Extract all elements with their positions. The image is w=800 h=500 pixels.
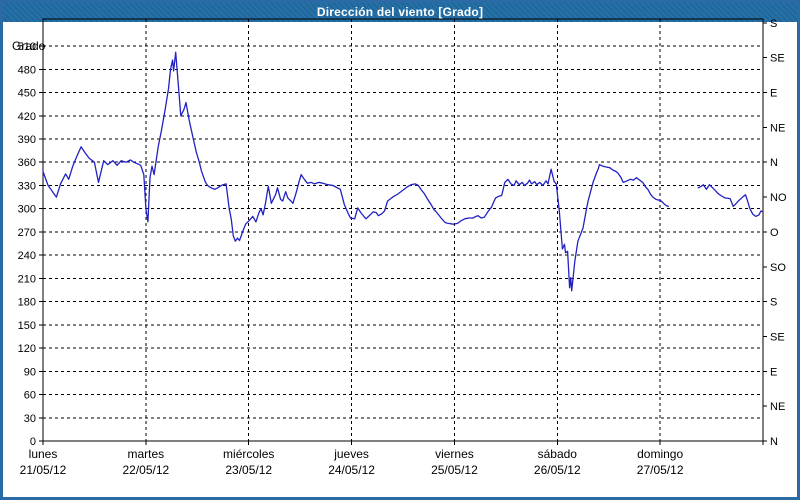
x-axis-date-label: 24/05/12 bbox=[328, 463, 375, 477]
x-axis-day-label: martes bbox=[128, 447, 165, 461]
y-axis-tick-label: 480 bbox=[18, 64, 36, 76]
compass-tick-label: NE bbox=[770, 122, 785, 134]
y-axis-tick-label: 240 bbox=[18, 250, 36, 262]
wind-direction-chart: 0 30 60 90 120 150 180 210 240 270 300 330 360 390 420… bbox=[18, 18, 787, 477]
y-axis-tick-label: 180 bbox=[18, 297, 36, 309]
compass-tick-label: S bbox=[770, 297, 777, 309]
x-axis-date-label: 25/05/12 bbox=[431, 463, 478, 477]
compass-tick-label: SO bbox=[770, 262, 786, 274]
compass-tick-label: N bbox=[770, 436, 778, 448]
y-axis-tick-label: 360 bbox=[18, 157, 36, 169]
y-axis-tick-label: 210 bbox=[18, 273, 36, 285]
plot-border bbox=[42, 18, 764, 442]
compass-tick-label: E bbox=[770, 88, 777, 100]
compass-tick-label: N bbox=[770, 157, 778, 169]
compass-tick-label: E bbox=[770, 366, 777, 378]
y-axis-tick-label: 390 bbox=[18, 134, 36, 146]
title-bar: Dirección del viento [Grado] bbox=[3, 3, 797, 22]
y-axis-tick-label: 420 bbox=[18, 111, 36, 123]
x-axis-day-label: lunes bbox=[29, 447, 58, 461]
compass-tick-label: SE bbox=[770, 331, 785, 343]
x-axis-day-label: miércoles bbox=[223, 447, 274, 461]
y-axis-tick-label: 0 bbox=[30, 436, 36, 448]
x-axis-day-label: sábado bbox=[538, 447, 578, 461]
x-axis-date-label: 26/05/12 bbox=[534, 463, 581, 477]
compass-tick-label: NO bbox=[770, 192, 787, 204]
x-axis-day-label: jueves bbox=[333, 447, 369, 461]
y-axis-tick-label: 150 bbox=[18, 320, 36, 332]
x-axis-date-label: 22/05/12 bbox=[122, 463, 169, 477]
y-axis-tick-label: 450 bbox=[18, 88, 36, 100]
y-axis-tick-label: 510 bbox=[18, 41, 36, 53]
x-axis-date-label: 27/05/12 bbox=[637, 463, 684, 477]
y-axis-tick-label: 60 bbox=[24, 390, 36, 402]
y-axis-tick-label: 270 bbox=[18, 227, 36, 239]
page-title: Dirección del viento [Grado] bbox=[316, 5, 484, 19]
y-axis-tick-label: 30 bbox=[24, 413, 36, 425]
y-axis-tick-label: 120 bbox=[18, 343, 36, 355]
compass-tick-label: O bbox=[770, 227, 779, 239]
y-axis-tick-label: 90 bbox=[24, 366, 36, 378]
wind-direction-line bbox=[697, 184, 764, 218]
x-axis-date-label: 21/05/12 bbox=[20, 463, 67, 477]
y-axis-tick-label: 330 bbox=[18, 180, 36, 192]
compass-tick-label: S bbox=[770, 18, 777, 30]
y-axis-tick-label: 300 bbox=[18, 204, 36, 216]
y-axis-title: Grado bbox=[12, 39, 46, 53]
x-axis-day-label: domingo bbox=[637, 447, 683, 461]
wind-direction-line bbox=[42, 51, 670, 292]
compass-tick-label: SE bbox=[770, 53, 785, 65]
x-axis-day-label: viernes bbox=[435, 447, 474, 461]
compass-tick-label: NE bbox=[770, 401, 785, 413]
x-axis-date-label: 23/05/12 bbox=[225, 463, 272, 477]
